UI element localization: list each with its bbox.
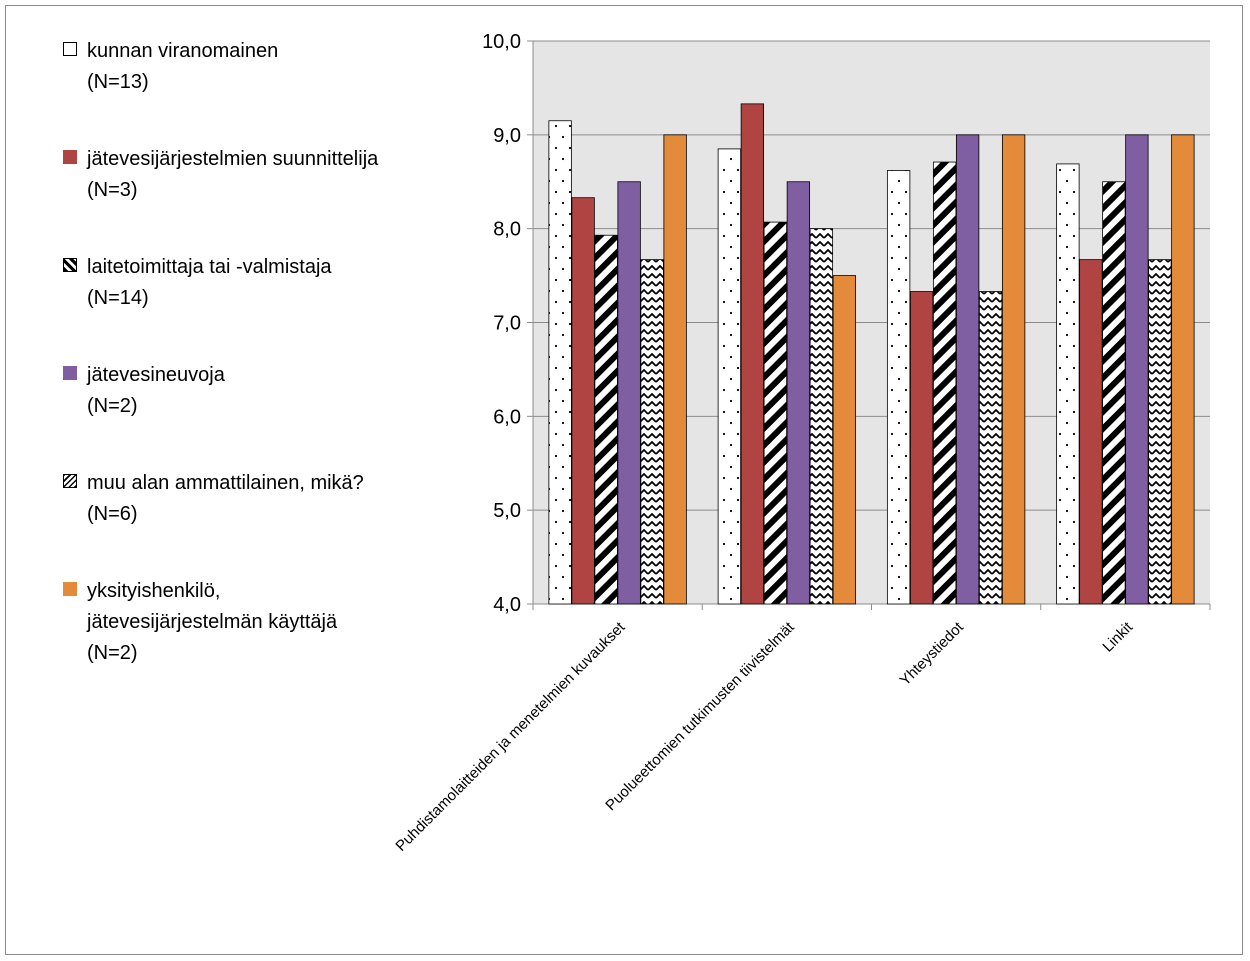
bar — [978, 291, 1003, 605]
x-category-label: Puhdistamolaitteiden ja menetelmien kuva… — [392, 618, 629, 855]
bar — [1079, 259, 1103, 605]
bar — [1056, 163, 1080, 605]
bar — [663, 134, 687, 605]
x-category-label: Puolueettomien tutkimusten tiivistelmät — [602, 618, 798, 814]
legend-swatch — [63, 150, 77, 164]
legend-label: laitetoimittaja tai -valmistaja (N=14) — [87, 256, 332, 309]
legend: kunnan viranomainen (N=13) jätevesijärjes… — [63, 36, 463, 684]
bar — [832, 275, 857, 605]
legend-item: laitetoimittaja tai -valmistaja (N=14) — [63, 252, 463, 360]
legend-label: jätevesijärjestelmien suunnittelija (N=3… — [87, 148, 379, 201]
bar — [786, 181, 811, 605]
bar — [1001, 134, 1026, 605]
legend-label: kunnan viranomainen (N=13) — [87, 40, 279, 93]
bar — [1148, 259, 1172, 605]
bar — [1102, 181, 1126, 605]
legend-item: yksityishenkilö, jätevesijärjestelmän kä… — [63, 576, 463, 684]
y-tick-label: 6,0 — [493, 406, 521, 428]
legend-item: jätevesijärjestelmien suunnittelija (N=3… — [63, 144, 463, 252]
bar — [909, 291, 934, 605]
bar — [932, 161, 957, 605]
legend-swatch — [63, 474, 77, 488]
bar — [548, 120, 572, 605]
legend-swatch — [63, 366, 77, 380]
y-tick-label: 4,0 — [493, 594, 521, 616]
bar — [594, 234, 618, 605]
legend-swatch — [63, 42, 77, 56]
bar — [571, 197, 595, 605]
x-category-label: Linkit — [1099, 618, 1136, 655]
bar — [1125, 134, 1149, 605]
legend-label: muu alan ammattilainen, mikä? (N=6) — [87, 472, 364, 525]
y-tick-label: 10,0 — [482, 31, 521, 53]
legend-item: jätevesineuvoja (N=2) — [63, 360, 463, 468]
bar — [640, 259, 664, 605]
y-tick-label: 9,0 — [493, 125, 521, 147]
bar — [617, 181, 641, 605]
legend-swatch — [63, 582, 77, 596]
legend-item: muu alan ammattilainen, mikä? (N=6) — [63, 468, 463, 576]
y-tick-label: 7,0 — [493, 313, 521, 335]
bar — [955, 134, 980, 605]
bar — [809, 228, 834, 605]
legend-label: jätevesineuvoja (N=2) — [87, 364, 225, 417]
bar — [740, 103, 765, 605]
bar — [1171, 134, 1195, 605]
y-tick-label: 8,0 — [493, 219, 521, 241]
bar — [886, 170, 911, 605]
x-category-label: Yhteystiedot — [897, 618, 968, 689]
y-tick-label: 5,0 — [493, 500, 521, 522]
bar — [763, 221, 788, 605]
legend-label: yksityishenkilö, jätevesijärjestelmän kä… — [87, 580, 338, 664]
legend-swatch — [63, 258, 77, 272]
legend-item: kunnan viranomainen (N=13) — [63, 36, 463, 144]
bar — [717, 148, 742, 605]
